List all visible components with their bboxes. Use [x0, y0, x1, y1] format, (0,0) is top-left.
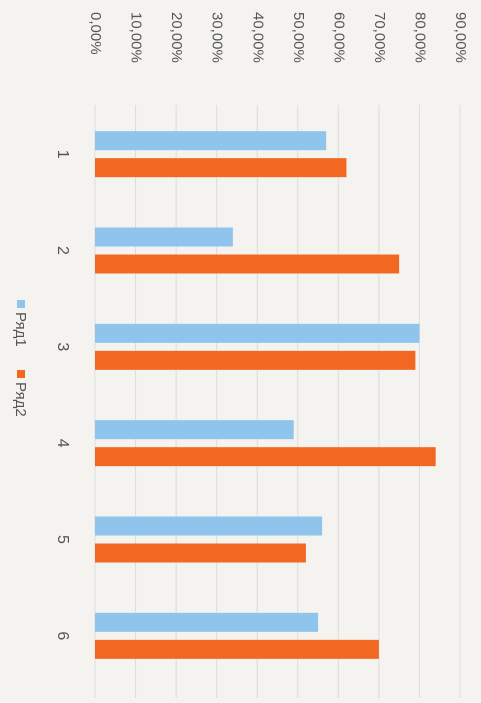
value-tick-label: 80,00%: [411, 12, 428, 63]
bar-series2: [95, 639, 379, 659]
value-tick-label: 60,00%: [330, 12, 347, 63]
bar-series1: [95, 420, 294, 440]
legend-swatch: [17, 300, 25, 308]
value-tick-label: 20,00%: [168, 12, 185, 63]
category-label: 3: [54, 342, 71, 351]
bar-series1: [95, 131, 327, 151]
value-tick-label: 30,00%: [209, 12, 226, 63]
bar-series2: [95, 447, 436, 467]
legend-label: Ряд1: [12, 312, 29, 347]
value-tick-label: 70,00%: [371, 12, 388, 63]
bar-series2: [95, 254, 400, 274]
bar-series2: [95, 350, 416, 370]
legend-swatch: [17, 370, 25, 378]
category-label: 5: [54, 535, 71, 544]
value-tick-label: 50,00%: [290, 12, 307, 63]
value-tick-label: 40,00%: [249, 12, 266, 63]
legend: Ряд1 Ряд2: [12, 300, 29, 417]
value-tick-label: 0,00%: [87, 12, 104, 55]
value-tick-label: 10,00%: [128, 12, 145, 63]
bar-series2: [95, 158, 347, 178]
bar-series1: [95, 227, 233, 247]
category-label: 4: [54, 439, 71, 448]
bar-series2: [95, 543, 306, 563]
legend-label: Ряд2: [12, 382, 29, 417]
category-label: 6: [54, 631, 71, 640]
bar-series1: [95, 323, 420, 343]
value-tick-label: 90,00%: [452, 12, 469, 63]
bar-series1: [95, 612, 319, 632]
category-label: 2: [54, 246, 71, 255]
bar-series1: [95, 516, 323, 536]
category-label: 1: [54, 150, 71, 159]
